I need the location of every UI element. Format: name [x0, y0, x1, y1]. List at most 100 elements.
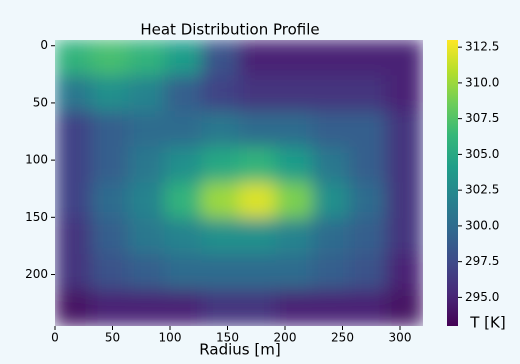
heat-cell	[165, 183, 203, 220]
heat-cell	[386, 218, 424, 255]
heat-cell	[55, 254, 93, 291]
heat-cell	[55, 75, 93, 112]
heat-cell	[349, 111, 387, 148]
colorbar-tick-label: 297.5	[465, 254, 499, 268]
heat-cell	[386, 290, 424, 327]
heat-cell	[275, 111, 313, 148]
heat-cell	[165, 290, 203, 327]
chart-title: Heat Distribution Profile	[140, 21, 319, 39]
colorbar-tick-label: 305.0	[465, 147, 499, 161]
heat-cell	[202, 147, 240, 184]
heat-cell	[55, 111, 93, 148]
heat-cell	[349, 40, 387, 77]
y-tick-label: 100	[25, 153, 48, 167]
heat-cell	[275, 290, 313, 327]
x-tick-label: 150	[216, 331, 239, 345]
heat-cell	[91, 218, 129, 255]
heat-cell	[165, 254, 203, 291]
heat-cell	[239, 111, 277, 148]
heat-cell	[91, 40, 129, 77]
x-tick-label: 200	[274, 331, 297, 345]
heat-cell	[312, 183, 350, 220]
heat-cell	[202, 218, 240, 255]
heat-cell	[386, 147, 424, 184]
heat-cell	[202, 183, 240, 220]
chart: Heat Distribution Profile Radius [m] T […	[0, 0, 520, 364]
heat-cell	[91, 290, 129, 327]
heat-cell	[165, 75, 203, 112]
heat-cell	[202, 40, 240, 77]
heat-cell	[239, 254, 277, 291]
heat-cell	[128, 218, 166, 255]
colorbar-tick-label: 295.0	[465, 290, 499, 304]
heat-cell	[91, 111, 129, 148]
heat-cell	[312, 75, 350, 112]
heat-cell	[91, 183, 129, 220]
heat-cell	[349, 290, 387, 327]
x-tick-label: 50	[105, 331, 120, 345]
heat-cell	[349, 254, 387, 291]
heat-cell	[128, 183, 166, 220]
heat-cell	[349, 75, 387, 112]
y-tick-label: 50	[33, 95, 48, 109]
heat-cell	[239, 75, 277, 112]
heat-cell	[312, 218, 350, 255]
heat-cell	[312, 111, 350, 148]
heatmap-cells	[55, 40, 424, 327]
heat-cell	[275, 147, 313, 184]
heat-cell	[275, 75, 313, 112]
heat-cell	[55, 147, 93, 184]
heat-cell	[165, 218, 203, 255]
heat-cell	[386, 254, 424, 291]
heat-cell	[386, 183, 424, 220]
heat-cell	[128, 254, 166, 291]
heat-cell	[55, 183, 93, 220]
heat-cell	[202, 111, 240, 148]
x-tick-label: 250	[331, 331, 354, 345]
heat-cell	[275, 218, 313, 255]
heat-cell	[386, 75, 424, 112]
heat-cell	[128, 40, 166, 77]
colorbar-tick-label: 300.0	[465, 218, 499, 232]
heat-cell	[91, 254, 129, 291]
heat-cell	[55, 218, 93, 255]
heat-cell	[239, 290, 277, 327]
heat-cell	[202, 290, 240, 327]
colorbar-label: T [K]	[469, 314, 505, 332]
heat-cell	[312, 290, 350, 327]
heat-cell	[239, 147, 277, 184]
heat-cell	[312, 254, 350, 291]
heat-cell	[349, 183, 387, 220]
heat-cell	[202, 254, 240, 291]
x-tick-label: 100	[159, 331, 182, 345]
y-tick-label: 0	[40, 38, 48, 52]
x-axis-label: Radius [m]	[199, 341, 280, 359]
heat-cell	[275, 254, 313, 291]
heat-cell	[312, 147, 350, 184]
heat-cell	[128, 75, 166, 112]
colorbar-tick-label: 302.5	[465, 183, 499, 197]
heat-cell	[349, 147, 387, 184]
heat-cell	[165, 147, 203, 184]
heat-cell	[165, 111, 203, 148]
colorbar	[447, 40, 458, 326]
x-tick-label: 0	[51, 331, 59, 345]
heat-cell	[55, 290, 93, 327]
y-tick-label: 150	[25, 210, 48, 224]
heat-cell	[239, 218, 277, 255]
y-tick-label: 200	[25, 267, 48, 281]
heat-cell	[165, 40, 203, 77]
heat-cell	[386, 111, 424, 148]
heat-cell	[202, 75, 240, 112]
heatmap-image	[55, 40, 424, 327]
heat-cell	[128, 111, 166, 148]
heat-cell	[312, 40, 350, 77]
heat-cell	[128, 147, 166, 184]
heat-cell	[275, 183, 313, 220]
heat-cell	[349, 218, 387, 255]
heat-cell	[91, 75, 129, 112]
heat-cell	[91, 147, 129, 184]
heat-cell	[239, 40, 277, 77]
colorbar-tick-label: 307.5	[465, 111, 499, 125]
x-tick-label: 300	[389, 331, 412, 345]
